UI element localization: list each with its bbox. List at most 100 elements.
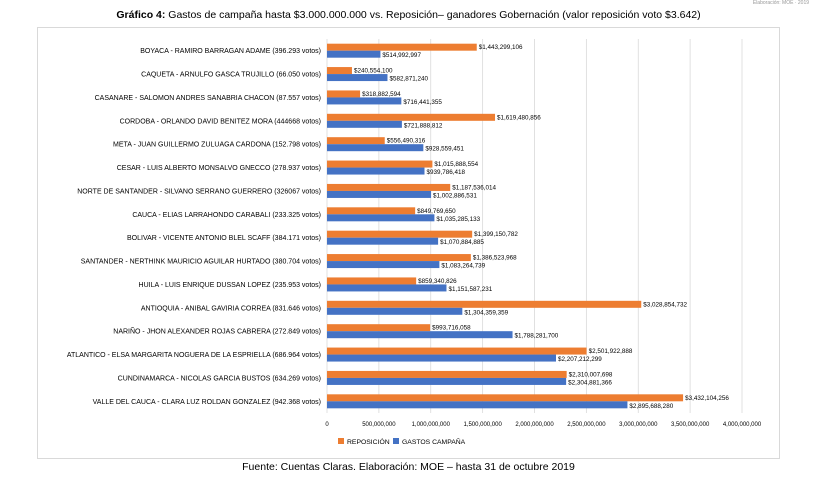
data-label-reposicion: $3,028,854,732 — [643, 301, 687, 308]
chart-frame — [37, 27, 780, 459]
chart-title-text: Gastos de campaña hasta $3.000.000.000 v… — [165, 9, 701, 21]
bar-gastos — [327, 144, 424, 152]
bar-gastos — [327, 354, 556, 362]
data-label-reposicion: $1,443,299,106 — [479, 44, 523, 51]
data-label-reposicion: $849,769,650 — [417, 208, 456, 215]
data-label-gastos: $716,441,355 — [403, 99, 442, 106]
data-label-gastos: $2,895,688,280 — [629, 403, 673, 410]
category-label: HUILA - LUIS ENRIQUE DUSSAN LOPEZ (235.9… — [139, 282, 321, 289]
bar-reposicion — [327, 254, 471, 262]
data-label-reposicion: $2,501,922,888 — [589, 348, 633, 355]
category-label: BOLIVAR - VICENTE ANTONIO BLEL SCAFF (38… — [127, 235, 321, 242]
bar-reposicion — [327, 67, 352, 75]
bar-reposicion — [327, 113, 496, 121]
bar-reposicion — [327, 370, 567, 378]
data-label-gastos: $582,871,240 — [389, 76, 428, 83]
x-tick-label: 500,000,000 — [362, 422, 396, 428]
bar-reposicion — [327, 277, 417, 285]
bar-gastos — [327, 74, 388, 82]
data-label-gastos: $2,304,881,366 — [568, 379, 612, 386]
corner-note: Elaboración: MOE · 2019 — [752, 0, 809, 6]
data-label-reposicion: $1,386,523,968 — [473, 255, 517, 262]
bar-reposicion — [327, 230, 473, 238]
x-tick-label: 0 — [325, 422, 329, 428]
category-label: NORTE DE SANTANDER - SILVANO SERRANO GUE… — [77, 188, 321, 195]
bar-reposicion — [327, 43, 477, 51]
category-label: CASANARE - SALOMON ANDRES SANABRIA CHACO… — [95, 95, 321, 102]
bar-reposicion — [327, 394, 684, 402]
bar-reposicion — [327, 207, 416, 215]
x-tick-label: 2,000,000,000 — [515, 422, 554, 428]
data-label-gastos: $928,559,451 — [425, 146, 464, 153]
data-label-reposicion: $1,187,536,014 — [452, 184, 496, 191]
data-label-gastos: $1,151,587,231 — [448, 286, 492, 293]
category-label: SANTANDER - NERTHINK MAURICIO AGUILAR HU… — [81, 259, 321, 266]
bar-gastos — [327, 331, 513, 339]
category-label: NARIÑO - JHON ALEXANDER ROJAS CABRERA (2… — [113, 327, 321, 336]
bar-reposicion — [327, 300, 642, 308]
chart-title: Gráfico 4: Gastos de campaña hasta $3.00… — [0, 9, 817, 21]
category-label: CORDOBA - ORLANDO DAVID BENITEZ MORA (44… — [120, 118, 321, 125]
data-label-gastos: $1,002,886,531 — [433, 192, 477, 199]
data-label-reposicion: $993,716,058 — [432, 325, 471, 332]
x-tick-label: 1,500,000,000 — [463, 422, 502, 428]
category-label: ATLANTICO - ELSA MARGARITA NOGUERA DE LA… — [67, 352, 321, 359]
data-label-reposicion: $556,490,316 — [387, 138, 426, 145]
category-label: META - JUAN GUILLERMO ZULUAGA CARDONA (1… — [113, 142, 321, 149]
data-label-gastos: $1,070,884,885 — [440, 239, 484, 246]
legend-label-reposicion: REPOSICIÓN — [347, 437, 390, 446]
bar-gastos — [327, 190, 432, 198]
bar-gastos — [327, 214, 435, 222]
category-label: CESAR - LUIS ALBERTO MONSALVO GNECCO (27… — [117, 165, 321, 172]
bar-gastos — [327, 50, 381, 58]
bar-reposicion — [327, 137, 385, 145]
source-note: Fuente: Cuentas Claras. Elaboración: MOE… — [242, 461, 575, 473]
data-label-reposicion: $2,310,007,698 — [569, 371, 613, 378]
data-label-gastos: $514,992,997 — [382, 52, 421, 59]
legend-swatch-reposicion — [338, 438, 344, 444]
bar-gastos — [327, 120, 402, 128]
data-label-reposicion: $318,882,594 — [362, 91, 401, 98]
x-tick-label: 3,500,000,000 — [671, 422, 710, 428]
data-label-gastos: $1,304,359,359 — [464, 309, 508, 316]
data-label-reposicion: $1,399,150,782 — [474, 231, 518, 238]
category-label: VALLE DEL CAUCA - CLARA LUZ ROLDAN GONZA… — [93, 399, 321, 406]
data-label-gastos: $1,035,285,133 — [436, 216, 480, 223]
data-label-reposicion: $240,554,100 — [354, 68, 393, 75]
bar-reposicion — [327, 324, 431, 332]
data-label-gastos: $1,788,281,700 — [515, 333, 559, 340]
data-label-reposicion: $3,432,104,256 — [685, 395, 729, 402]
bar-reposicion — [327, 90, 361, 98]
bar-gastos — [327, 97, 402, 105]
data-label-reposicion: $859,340,826 — [418, 278, 457, 285]
x-tick-label: 1,000,000,000 — [412, 422, 451, 428]
data-label-gastos: $2,207,212,299 — [558, 356, 602, 363]
chart-title-prefix: Gráfico 4: — [116, 9, 166, 21]
bar-reposicion — [327, 160, 433, 168]
legend-swatch-gastos — [393, 438, 399, 444]
category-label: CUNDINAMARCA - NICOLAS GARCIA BUSTOS (63… — [118, 375, 321, 382]
data-label-gastos: $939,786,418 — [427, 169, 466, 176]
legend-label-gastos: GASTOS CAMPAÑA — [402, 437, 466, 446]
category-label: CAUCA - ELIAS LARRAHONDO CARABALI (233.3… — [132, 212, 321, 219]
x-tick-label: 4,000,000,000 — [723, 422, 762, 428]
data-label-gastos: $1,083,264,739 — [441, 263, 485, 270]
bar-gastos — [327, 167, 425, 175]
data-label-gastos: $721,888,812 — [404, 122, 443, 129]
bar-reposicion — [327, 347, 587, 355]
bar-gastos — [327, 237, 439, 245]
bar-gastos — [327, 261, 440, 269]
bar-gastos — [327, 401, 628, 409]
category-label: CAQUETA - ARNULFO GASCA TRUJILLO (66.050… — [141, 72, 321, 79]
bar-gastos — [327, 377, 567, 385]
bar-reposicion — [327, 183, 451, 191]
x-tick-label: 2,500,000,000 — [567, 422, 606, 428]
data-label-reposicion: $1,015,888,554 — [434, 161, 478, 168]
bar-gastos — [327, 284, 447, 292]
data-label-reposicion: $1,619,480,856 — [497, 114, 541, 121]
bar-gastos — [327, 307, 463, 315]
category-label: BOYACA - RAMIRO BARRAGAN ADAME (396.293 … — [140, 48, 321, 55]
x-tick-label: 3,000,000,000 — [619, 422, 658, 428]
category-label: ANTIOQUIA - ANIBAL GAVIRIA CORREA (831.6… — [141, 305, 321, 312]
